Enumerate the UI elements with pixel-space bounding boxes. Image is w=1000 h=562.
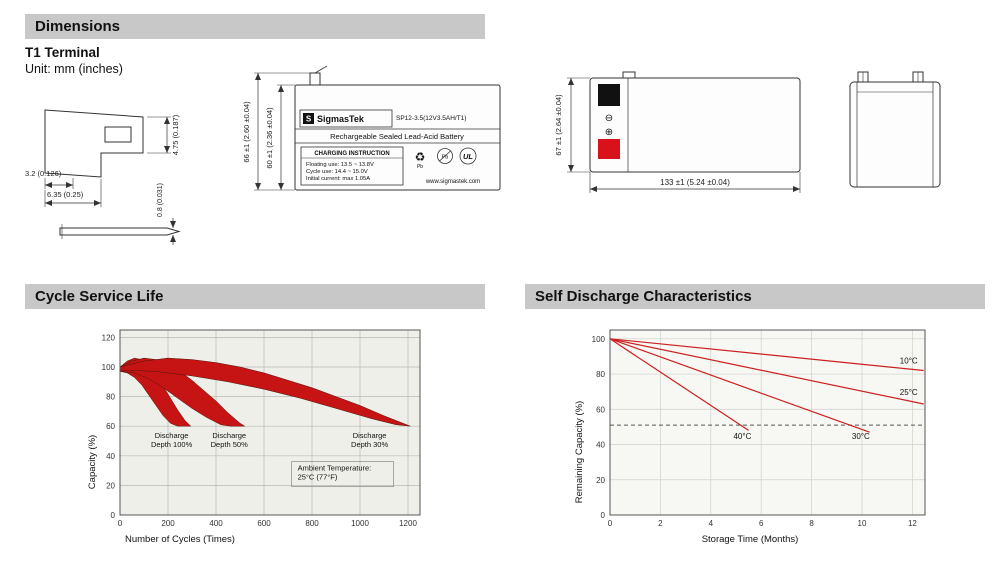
chart-text: Depth 100%: [151, 440, 193, 449]
chart-text: 40: [106, 452, 115, 461]
dimension-drawings: 4.75 (0.187) 3.2 (0.126) 6.35 (0.25) 0.8…: [25, 65, 941, 245]
chart-text: Discharge: [353, 431, 387, 440]
chart-text: Depth 30%: [351, 440, 388, 449]
ul-mark-label: UL: [463, 152, 473, 161]
brand-text: SigmasTek: [317, 114, 365, 124]
terminal-height-dim: 4.75 (0.187): [171, 114, 180, 155]
chart-text: 200: [161, 519, 175, 528]
chart-text: 2: [658, 519, 663, 528]
chart-text: Remaining Capacity (%): [574, 401, 585, 503]
chart-text: 80: [596, 370, 605, 379]
side-terminal-tab: [622, 71, 636, 79]
battery-type-text: Rechargeable Sealed Lead-Acid Battery: [330, 132, 464, 141]
section-header-self-discharge: Self Discharge Characteristics: [525, 284, 985, 309]
chart-text: 6: [759, 519, 764, 528]
chart-text: 10°C: [900, 356, 918, 365]
chart-text: 0: [601, 511, 606, 520]
chart-text: 25°C: [900, 388, 918, 397]
chart-text: 40: [596, 441, 605, 450]
terminal-blade-shape: [59, 227, 181, 236]
negative-terminal-marker: [598, 84, 620, 106]
chart-text: 10: [858, 519, 867, 528]
battery-side-view: ⊖ ⊕ 67 ±1 (2.64 ±0.04) 133 ±1 (5.24 ±0.0…: [554, 71, 801, 193]
chart-text: 25°C (77°F): [298, 473, 338, 482]
side-height-dim: 67 ±1 (2.64 ±0.04): [554, 94, 563, 156]
logo-square: [303, 113, 314, 124]
chart-text: 30°C: [852, 432, 870, 441]
chart-text: 60: [596, 405, 605, 414]
pb-circle-icon: [437, 148, 453, 164]
recycle-pb-label: Pb: [417, 164, 423, 170]
chart-text: 100: [592, 335, 606, 344]
front-case: [294, 84, 501, 191]
chart-text: 120: [102, 333, 116, 342]
chart-text: 100: [102, 363, 116, 372]
chart-text: Ambient Temperature:: [298, 464, 372, 473]
chart-text: 12: [908, 519, 917, 528]
front-terminal-tab: [309, 72, 321, 86]
chart-text: 600: [257, 519, 271, 528]
charging-line-2: Cycle use: 14.4 ~ 15.0V: [306, 169, 368, 175]
charging-title: CHARGING INSTRUCTION: [314, 151, 389, 157]
chart-text: 20: [596, 476, 605, 485]
chart-text: 40°C: [733, 432, 751, 441]
chart-text: 80: [106, 393, 115, 402]
recycle-icon: ♻: [415, 150, 426, 164]
section-header-dimensions: Dimensions: [25, 14, 485, 39]
chart-text: Discharge: [155, 431, 189, 440]
self-discharge-chart: 0 2 4 6 8 10 12 0 20 40 60 80 100 10°C 25°C 30°C 40°C Sto…: [574, 329, 926, 545]
chart-text: 4: [709, 519, 714, 528]
terminal-tab-dim: 3.2 (0.126): [25, 169, 62, 178]
charging-line-1: Floating use: 13.5 ~ 13.8V: [306, 162, 374, 168]
section-title-dimensions: Dimensions: [35, 18, 121, 35]
section-header-cycle-service-life: Cycle Service Life: [25, 284, 485, 309]
section-title-cycle-service-life: Cycle Service Life: [35, 288, 164, 305]
side-length-dim: 133 ±1 (5.24 ±0.04): [660, 178, 730, 187]
terminal-detail-drawing: 4.75 (0.187) 3.2 (0.126) 6.35 (0.25) 0.8…: [25, 109, 181, 245]
terminal-type-label: T1 Terminal: [25, 45, 100, 60]
model-text: SP12-3.5(12V3.5AH/T1): [396, 115, 466, 122]
chart-text: 1000: [351, 519, 369, 528]
chart-text: 0: [111, 511, 116, 520]
chart-text: 400: [209, 519, 223, 528]
battery-front-view: S SigmasTek SP12-3.5(12V3.5AH/T1) Rechar…: [242, 65, 501, 191]
ul-mark-icon: [459, 147, 477, 165]
section-title-self-discharge: Self Discharge Characteristics: [535, 288, 752, 305]
cycle-service-life-chart: 0 200 400 600 800 1000 1200 0 20 40 60 80 100 120 Disc…: [87, 329, 421, 545]
website-text: www.sigmastek.com: [425, 179, 480, 185]
logo-letter: S: [306, 115, 312, 124]
chart-text: 60: [106, 422, 115, 431]
chart-text: Number of Cycles (Times): [125, 534, 235, 545]
front-case-height-dim: 60 ±1 (2.36 ±0.04): [265, 107, 274, 169]
unit-label: Unit: mm (inches): [25, 62, 123, 76]
terminal-hole: [104, 126, 132, 143]
chart-text: 800: [305, 519, 319, 528]
front-total-height-dim: 66 ±1 (2.60 ±0.04): [242, 101, 251, 163]
chart-text: Depth 50%: [211, 440, 248, 449]
chart-text: Discharge: [212, 431, 246, 440]
pb-circle-label: Pb: [442, 155, 449, 161]
charging-line-3: Initial current: max 1.05A: [306, 176, 370, 182]
terminal-thickness-dim: 0.8 (0.031): [157, 183, 164, 217]
chart-text: 20: [106, 481, 115, 490]
positive-terminal-marker: [598, 139, 620, 159]
end-case: [849, 81, 941, 188]
chart-text: 0: [118, 519, 123, 528]
chart-text: Capacity (%): [87, 435, 98, 489]
chart-text: 8: [809, 519, 814, 528]
chart-text: 1200: [399, 519, 417, 528]
terminal-profile-shape: [44, 109, 144, 178]
chart-text: Storage Time (Months): [702, 534, 799, 545]
minus-symbol: ⊖: [605, 113, 613, 124]
plus-symbol: ⊕: [605, 127, 613, 138]
battery-end-view: [849, 71, 941, 188]
terminal-width-dim: 6.35 (0.25): [47, 190, 84, 199]
chart-text: 0: [608, 519, 613, 528]
side-case: [589, 77, 801, 173]
